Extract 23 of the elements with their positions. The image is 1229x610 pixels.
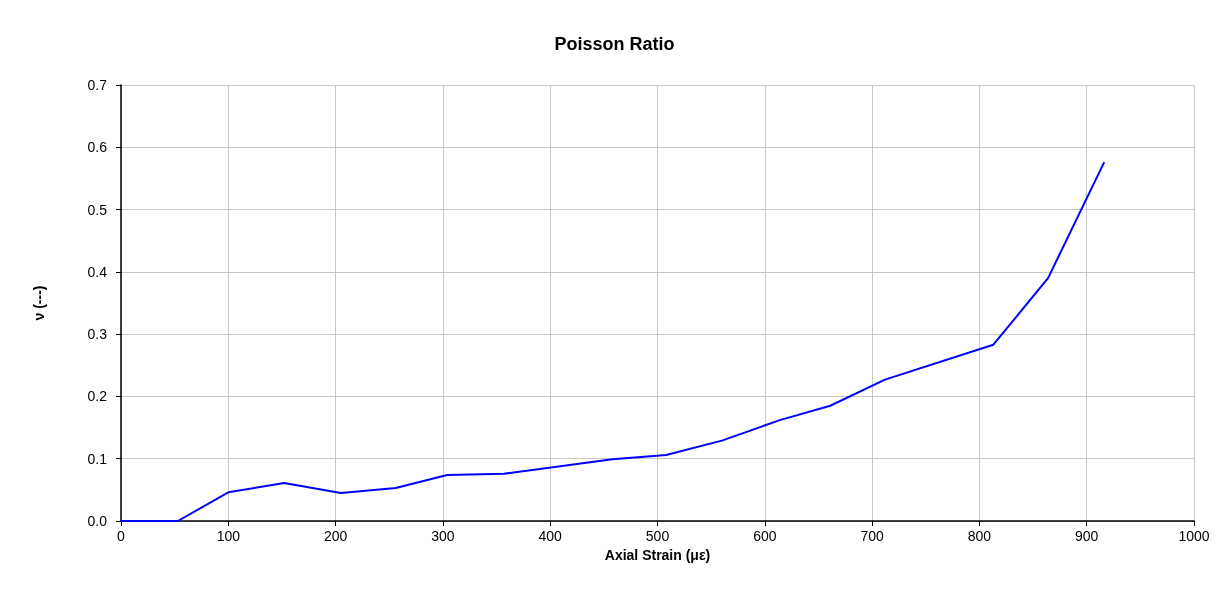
y-tick-label: 0.5 [87,201,108,218]
y-tick-label: 0.0 [87,513,108,529]
y-tick-label: 0.3 [87,326,108,343]
x-tick-label: 400 [538,528,563,544]
y-tick-label: 0.4 [87,263,108,280]
line-series [120,161,1105,522]
x-tick-label: 500 [645,528,670,544]
y-axis-title: ν (---) [31,285,47,321]
x-tick-label: 0 [117,528,126,544]
x-tick-label: 600 [753,528,777,544]
x-tick-label: 300 [431,528,455,544]
y-tick-label: 0.6 [87,139,108,156]
x-axis-title: Axial Strain (με) [604,546,711,563]
x-tick-label: 1000 [1178,528,1210,544]
y-tick-label: 0.7 [87,77,108,93]
y-tick-label: 0.2 [87,388,108,405]
x-tick-label: 100 [216,528,241,544]
y-tick-label: 0.1 [87,450,108,467]
x-tick-label: 200 [323,528,348,544]
chart-title: Poisson Ratio [554,34,675,54]
x-tick-label: 900 [1075,528,1099,544]
x-tick-label: 700 [860,528,884,544]
x-tick-label: 800 [967,528,992,544]
